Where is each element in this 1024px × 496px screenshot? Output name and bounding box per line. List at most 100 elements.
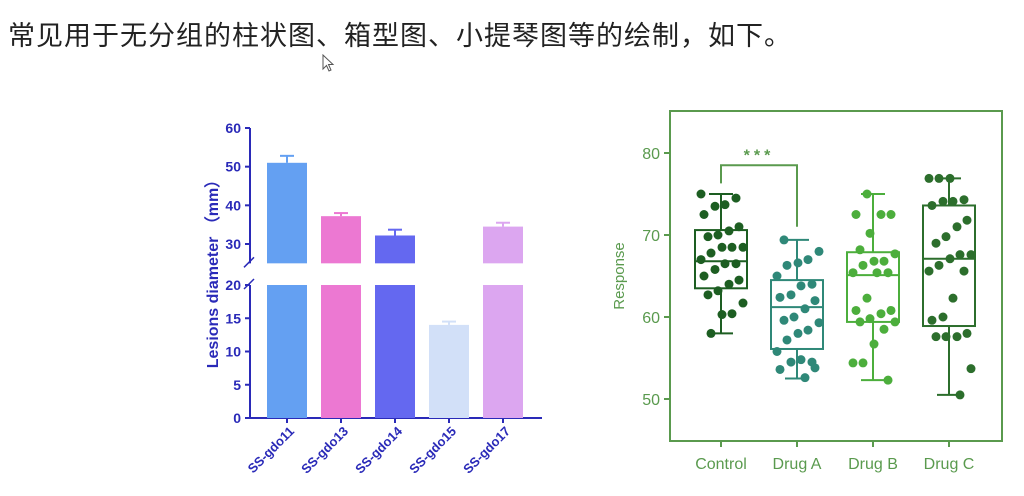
data-point: [876, 210, 886, 219]
data-point: [938, 312, 948, 322]
y-tick-label: 5: [233, 377, 241, 393]
data-point: [699, 271, 709, 281]
data-point: [793, 258, 803, 268]
data-point: [890, 249, 900, 259]
data-point: [710, 264, 720, 274]
mouse-cursor-icon: [322, 54, 335, 72]
y-tick-label: 70: [642, 228, 660, 245]
data-point: [699, 210, 709, 219]
bar-upper: [321, 216, 361, 264]
data-point: [938, 196, 948, 206]
data-point: [890, 317, 900, 327]
data-point: [931, 238, 941, 248]
data-point: [955, 390, 965, 400]
y-tick-label: 0: [233, 410, 241, 426]
data-point: [966, 364, 976, 374]
data-point: [738, 242, 748, 252]
data-point: [927, 200, 937, 210]
data-point: [775, 292, 785, 302]
box: [922, 204, 976, 328]
data-point: [720, 200, 730, 210]
data-point: [886, 210, 896, 219]
bar-upper: [483, 226, 523, 264]
y-tick-label: 15: [225, 310, 241, 326]
significance-bracket: [720, 164, 798, 227]
data-point: [876, 309, 886, 319]
data-point: [851, 210, 861, 219]
data-point: [800, 373, 810, 383]
data-point: [720, 259, 730, 269]
data-point: [724, 226, 734, 236]
y-tick-label: 40: [225, 197, 241, 213]
data-point: [848, 358, 858, 368]
data-point: [934, 260, 944, 270]
data-point: [945, 173, 955, 183]
data-point: [869, 339, 879, 349]
data-point: [948, 293, 958, 303]
data-point: [883, 375, 893, 385]
data-point: [941, 332, 951, 342]
y-tick-label: 80: [642, 146, 660, 163]
data-point: [865, 228, 875, 238]
data-point: [696, 255, 706, 265]
data-point: [862, 189, 872, 199]
data-point: [879, 324, 889, 334]
data-point: [800, 304, 810, 314]
data-point: [814, 318, 824, 328]
data-point: [872, 268, 882, 278]
data-point: [966, 250, 976, 260]
data-point: [879, 256, 889, 266]
caption-text: 常见用于无分组的柱状图、箱型图、小提琴图等的绘制，如下。: [8, 21, 792, 52]
data-point: [703, 290, 713, 300]
data-point: [734, 222, 744, 232]
data-point: [706, 248, 716, 258]
bar: [429, 324, 469, 418]
data-point: [858, 358, 868, 368]
data-point: [810, 363, 820, 373]
data-point: [858, 260, 868, 270]
data-point: [948, 196, 958, 206]
data-point: [803, 255, 813, 265]
data-point: [952, 222, 962, 232]
data-point: [775, 364, 785, 374]
data-point: [803, 325, 813, 335]
data-point: [927, 315, 937, 325]
data-point: [952, 332, 962, 342]
y-tick-label: 30: [225, 236, 241, 252]
data-point: [717, 310, 727, 320]
data-point: [862, 293, 872, 303]
data-point: [851, 305, 861, 315]
data-point: [727, 242, 737, 252]
data-point: [779, 235, 789, 245]
data-point: [941, 232, 951, 242]
data-point: [738, 298, 748, 308]
data-point: [955, 250, 965, 260]
data-point: [731, 193, 741, 203]
data-point: [945, 254, 955, 264]
data-point: [713, 230, 723, 240]
data-point: [886, 305, 896, 315]
data-point: [959, 195, 969, 205]
data-point: [855, 317, 865, 327]
data-point: [869, 256, 879, 266]
data-point: [807, 279, 817, 289]
data-point: [934, 173, 944, 183]
data-point: [793, 328, 803, 338]
data-point: [786, 290, 796, 300]
y-tick-label: 50: [642, 392, 660, 409]
data-point: [931, 332, 941, 342]
data-point: [724, 279, 734, 289]
bar-lower: [267, 285, 307, 418]
data-point: [727, 309, 737, 319]
data-point: [706, 328, 716, 338]
y-axis-title: Response: [611, 242, 628, 310]
x-tick-label: Drug A: [773, 456, 822, 473]
y-tick-label: 20: [225, 277, 241, 293]
data-point: [734, 275, 744, 285]
data-point: [717, 242, 727, 252]
data-point: [696, 189, 706, 199]
data-point: [855, 245, 865, 255]
significance-label: ***: [744, 147, 775, 164]
